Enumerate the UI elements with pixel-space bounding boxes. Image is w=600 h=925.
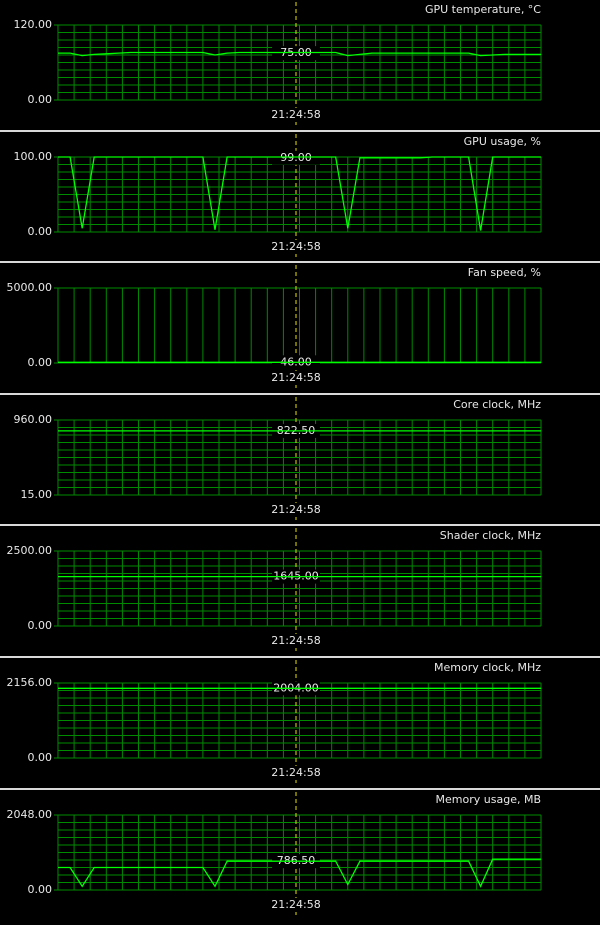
cursor-time: 21:24:58: [271, 108, 320, 121]
data-line: [58, 156, 541, 231]
cursor-time-box: [268, 371, 324, 385]
cursor-time-box: [268, 898, 324, 912]
cursor-time: 21:24:58: [271, 503, 320, 516]
y-tick-label: 0.00: [28, 93, 53, 106]
panel-title: GPU usage, %: [464, 135, 541, 148]
cursor-time: 21:24:58: [271, 898, 320, 911]
cursor-time: 21:24:58: [271, 634, 320, 647]
data-line: [58, 858, 541, 888]
cursor-time-box: [268, 108, 324, 122]
y-tick-label: 2048.00: [7, 808, 53, 821]
cursor-time-box: [268, 503, 324, 517]
data-line: [58, 51, 541, 57]
y-tick-label: 0.00: [28, 356, 53, 369]
y-tick-label: 15.00: [21, 488, 53, 501]
panel-title: Core clock, MHz: [453, 398, 541, 411]
cursor-time: 21:24:58: [271, 240, 320, 253]
panel-title: GPU temperature, °C: [425, 3, 541, 16]
cursor-time-box: [268, 240, 324, 254]
panel-title: Fan speed, %: [468, 266, 541, 279]
panel-title: Shader clock, MHz: [440, 529, 541, 542]
panel-title: Memory usage, MB: [436, 793, 541, 806]
y-tick-label: 0.00: [28, 751, 53, 764]
y-tick-label: 2500.00: [7, 544, 53, 557]
cursor-time-box: [268, 766, 324, 780]
y-tick-label: 120.00: [14, 18, 53, 31]
y-tick-label: 5000.00: [7, 281, 53, 294]
cursor-time: 21:24:58: [271, 371, 320, 384]
panel-title: Memory clock, MHz: [434, 661, 541, 674]
y-tick-label: 0.00: [28, 619, 53, 632]
cursor-value-box: [272, 150, 320, 165]
y-tick-label: 960.00: [14, 413, 53, 426]
cursor-time: 21:24:58: [271, 766, 320, 779]
y-tick-label: 2156.00: [7, 676, 53, 689]
y-tick-label: 100.00: [14, 150, 53, 163]
y-tick-label: 0.00: [28, 225, 53, 238]
cursor-time-box: [268, 634, 324, 648]
y-tick-label: 0.00: [28, 883, 53, 896]
